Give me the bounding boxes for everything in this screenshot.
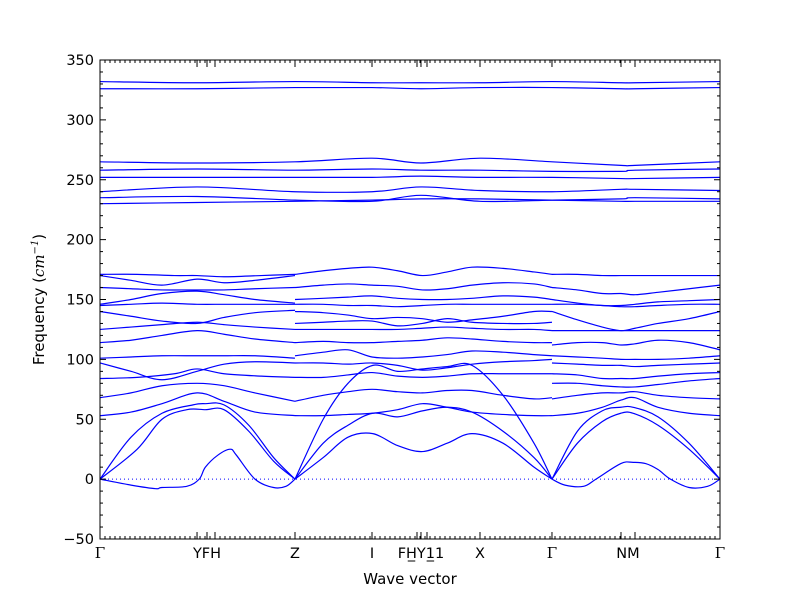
- y-axis-label-unit: cm: [30, 254, 48, 277]
- phonon-band-35: [294, 266, 553, 277]
- phonon-band-31: [294, 310, 552, 323]
- phonon-band-7: [551, 461, 721, 489]
- phonon-band-5: [294, 406, 553, 480]
- phonon-band-45: [551, 303, 721, 308]
- phonon-band-13: [99, 361, 296, 381]
- phonon-band-50: [99, 194, 721, 203]
- phonon-band-29: [294, 326, 553, 332]
- phonon-band-36: [551, 396, 721, 417]
- phonon-band-16: [99, 321, 296, 331]
- x-tick-label: Γ: [547, 544, 557, 562]
- phonon-band-11: [99, 382, 296, 402]
- y-tick-label: −50: [63, 532, 94, 548]
- phonon-band-26: [294, 358, 553, 371]
- phonon-band-30: [294, 318, 553, 327]
- y-axis-label-prefix: Frequency (: [30, 277, 48, 365]
- phonon-band-48: [551, 273, 720, 277]
- x-tick-label: YFH: [192, 546, 221, 562]
- x-axis-ticks: Γ YFH Z I FH̲Y1̲1 X Γ NM Γ: [95, 60, 725, 562]
- phonon-band-27: [294, 349, 553, 359]
- phonon-band-53: [99, 168, 721, 173]
- x-tick-label: Γ: [95, 544, 105, 562]
- x-tick-label: FH̲Y1̲1: [398, 546, 445, 562]
- y-tick-label: 0: [85, 472, 94, 488]
- y-axis-label-suffix: ): [30, 234, 48, 240]
- phonon-band-28: [294, 337, 552, 344]
- phonon-band-25: [294, 371, 552, 379]
- phonon-band-24: [294, 388, 553, 402]
- phonon-band-47: [551, 284, 721, 296]
- phonon-band-20: [99, 286, 296, 291]
- phonon-band-18: [99, 302, 295, 307]
- y-tick-label: 350: [66, 53, 94, 69]
- phonon-band-38: [551, 377, 721, 388]
- phonon-band-37: [551, 391, 721, 400]
- y-tick-label: 200: [66, 233, 94, 249]
- phonon-band-44: [551, 310, 721, 332]
- phonon-band-54: [99, 157, 721, 167]
- x-tick-label: NM: [616, 546, 639, 562]
- phonon-band-9: [551, 405, 721, 480]
- bands-layer: [99, 80, 721, 490]
- x-tick-label: Γ: [715, 544, 725, 562]
- phonon-band-19: [99, 290, 296, 305]
- phonon-band-6: [294, 362, 553, 480]
- phonon-band-49: [99, 198, 720, 205]
- phonon-band-51: [99, 186, 721, 193]
- phonon-band-4: [294, 432, 553, 480]
- phonon-band-52: [99, 175, 721, 180]
- phonon-band-56: [99, 80, 721, 84]
- phonon-band-46: [551, 298, 721, 307]
- phonon-band-22: [99, 273, 296, 278]
- y-tick-label: 150: [66, 293, 94, 309]
- y-tick-label: 100: [66, 352, 94, 368]
- phonon-band-1: [99, 448, 296, 490]
- phonon-band-12: [99, 368, 296, 380]
- phonon-band-42: [551, 339, 721, 351]
- phonon-band-32: [294, 303, 552, 308]
- y-axis-label: Frequency (cm−1): [30, 234, 48, 365]
- x-axis-label: Wave vector: [363, 570, 457, 588]
- y-tick-label: 50: [76, 412, 94, 428]
- phonon-band-21: [99, 274, 296, 286]
- phonon-band-41: [551, 355, 721, 361]
- phonon-band-39: [551, 371, 721, 380]
- phonon-band-3: [99, 402, 296, 480]
- phonon-band-17: [99, 309, 296, 325]
- phonon-band-10: [99, 392, 296, 417]
- phonon-band-8: [551, 411, 721, 480]
- phonon-band-2: [99, 407, 296, 480]
- x-tick-label: I: [370, 546, 374, 562]
- plot-area: [99, 80, 721, 490]
- phonon-band-55: [99, 86, 721, 90]
- x-tick-label: X: [475, 546, 485, 562]
- phonon-band-34: [294, 282, 553, 291]
- y-axis-label-exponent: −1: [30, 240, 41, 255]
- y-tick-label: 250: [66, 173, 94, 189]
- phonon-band-40: [551, 362, 721, 368]
- phonon-band-23: [294, 403, 552, 417]
- y-axis-ticks: −50 0 50 100 150 200 250 300 350: [63, 53, 720, 548]
- x-tick-label: Z: [290, 546, 300, 562]
- phonon-band-15: [99, 330, 296, 344]
- y-tick-label: 300: [66, 113, 94, 129]
- phonon-band-14: [99, 355, 296, 359]
- phonon-band-33: [294, 295, 553, 301]
